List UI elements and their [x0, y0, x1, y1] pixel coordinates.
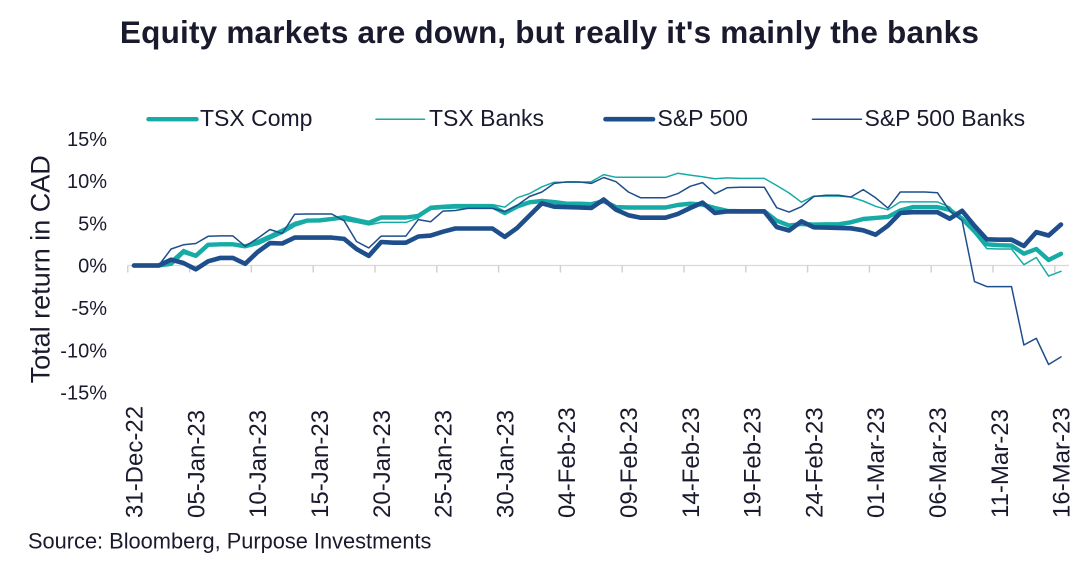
svg-text:24-Feb-23: 24-Feb-23: [801, 407, 828, 518]
svg-text:11-Mar-23: 11-Mar-23: [987, 409, 1014, 518]
svg-text:-15%: -15%: [60, 383, 107, 405]
svg-text:Total return in CAD: Total return in CAD: [26, 155, 56, 383]
svg-text:TSX Banks: TSX Banks: [429, 105, 544, 131]
svg-text:31-Dec-22: 31-Dec-22: [122, 406, 149, 518]
svg-text:04-Feb-23: 04-Feb-23: [554, 407, 581, 518]
svg-text:10%: 10%: [67, 171, 107, 193]
svg-text:06-Mar-23: 06-Mar-23: [925, 407, 952, 518]
svg-text:15-Jan-23: 15-Jan-23: [307, 410, 334, 518]
svg-text:10-Jan-23: 10-Jan-23: [245, 410, 272, 518]
svg-text:14-Feb-23: 14-Feb-23: [678, 407, 705, 518]
svg-text:-5%: -5%: [71, 298, 107, 320]
svg-text:30-Jan-23: 30-Jan-23: [492, 410, 519, 518]
svg-text:01-Mar-23: 01-Mar-23: [863, 407, 890, 518]
svg-text:S&P 500: S&P 500: [658, 105, 748, 131]
svg-text:20-Jan-23: 20-Jan-23: [369, 410, 396, 518]
svg-text:S&P 500 Banks: S&P 500 Banks: [865, 105, 1026, 131]
svg-text:5%: 5%: [78, 213, 107, 235]
svg-text:-10%: -10%: [60, 340, 107, 362]
svg-text:TSX Comp: TSX Comp: [200, 105, 312, 131]
svg-text:16-Mar-23: 16-Mar-23: [1049, 407, 1076, 518]
svg-text:15%: 15%: [67, 129, 107, 151]
svg-text:25-Jan-23: 25-Jan-23: [431, 410, 458, 518]
svg-text:0%: 0%: [78, 256, 107, 278]
svg-text:05-Jan-23: 05-Jan-23: [183, 410, 210, 518]
svg-text:09-Feb-23: 09-Feb-23: [616, 407, 643, 518]
svg-text:Equity markets are down, but r: Equity markets are down, but really it's…: [120, 14, 979, 50]
svg-text:19-Feb-23: 19-Feb-23: [740, 407, 767, 518]
svg-text:Source: Bloomberg, Purpose Inv: Source: Bloomberg, Purpose Investments: [28, 528, 432, 553]
